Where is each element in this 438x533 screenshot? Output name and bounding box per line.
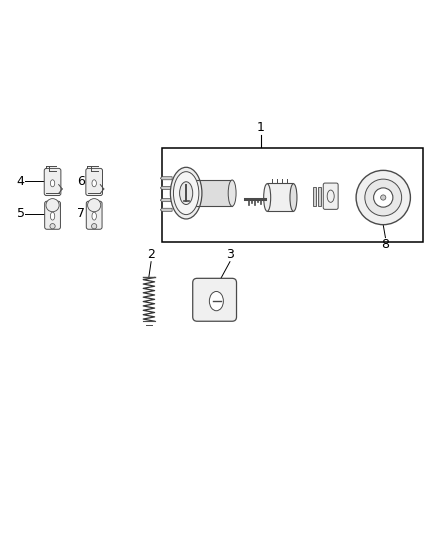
Circle shape bbox=[365, 179, 402, 216]
Circle shape bbox=[381, 195, 386, 200]
FancyBboxPatch shape bbox=[86, 201, 102, 229]
FancyArrow shape bbox=[160, 198, 172, 203]
Text: 2: 2 bbox=[147, 248, 155, 261]
Ellipse shape bbox=[290, 184, 297, 211]
FancyBboxPatch shape bbox=[44, 168, 61, 196]
Text: 8: 8 bbox=[381, 238, 389, 251]
FancyBboxPatch shape bbox=[323, 183, 338, 209]
Circle shape bbox=[88, 199, 101, 212]
Bar bbox=[162, 148, 423, 243]
Ellipse shape bbox=[50, 180, 55, 187]
Circle shape bbox=[50, 223, 55, 229]
Circle shape bbox=[356, 171, 410, 225]
Bar bbox=[313, 187, 316, 206]
Bar bbox=[318, 187, 321, 206]
Circle shape bbox=[46, 199, 59, 212]
Ellipse shape bbox=[180, 182, 193, 205]
Text: 6: 6 bbox=[77, 175, 85, 188]
Text: 1: 1 bbox=[257, 121, 265, 134]
Ellipse shape bbox=[209, 292, 223, 311]
Text: 7: 7 bbox=[77, 207, 85, 221]
Ellipse shape bbox=[170, 167, 202, 219]
Ellipse shape bbox=[228, 180, 236, 206]
Bar bbox=[186, 180, 232, 206]
Ellipse shape bbox=[173, 172, 199, 215]
Bar bbox=[267, 183, 293, 211]
FancyArrow shape bbox=[160, 185, 172, 190]
Ellipse shape bbox=[264, 184, 271, 211]
Ellipse shape bbox=[92, 180, 96, 187]
Circle shape bbox=[92, 223, 97, 229]
Text: 4: 4 bbox=[17, 175, 25, 188]
FancyBboxPatch shape bbox=[86, 168, 102, 196]
FancyBboxPatch shape bbox=[193, 278, 237, 321]
Text: 5: 5 bbox=[17, 207, 25, 221]
Ellipse shape bbox=[92, 212, 96, 220]
FancyBboxPatch shape bbox=[45, 201, 60, 229]
Circle shape bbox=[374, 188, 393, 207]
FancyArrow shape bbox=[160, 176, 172, 181]
FancyArrow shape bbox=[160, 207, 172, 212]
Text: 3: 3 bbox=[226, 248, 234, 261]
Ellipse shape bbox=[50, 212, 55, 220]
